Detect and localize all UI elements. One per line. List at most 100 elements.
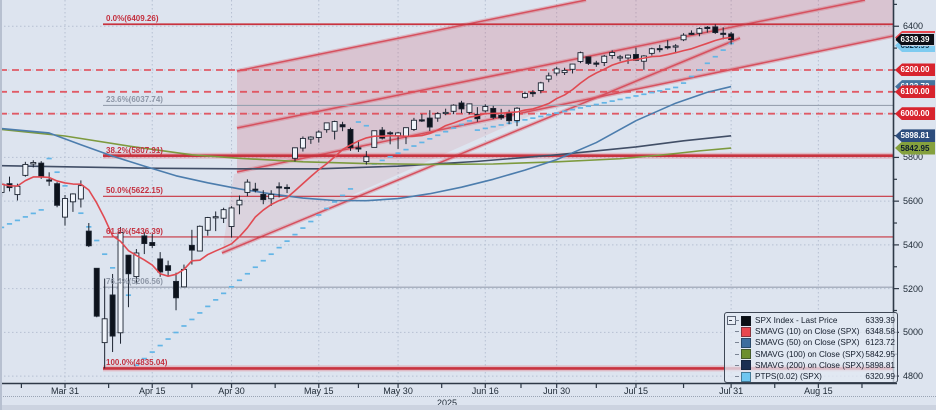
y-tick-label-5600: 5600: [903, 196, 924, 207]
candle-body: [46, 179, 53, 182]
candle-body: [38, 162, 45, 178]
candle-body: [196, 225, 203, 252]
candle-body: [141, 235, 148, 245]
candle-body: [85, 230, 92, 247]
candle-body: [403, 127, 409, 137]
y-tick-label-5400: 5400: [903, 239, 924, 250]
trend-channel-line: [236, 0, 866, 129]
legend-row-4[interactable]: SMAVG (200) on Close (SPX) 5898.81: [735, 360, 895, 371]
trend-channel-line: [236, 35, 894, 173]
candle-body: [506, 111, 513, 122]
sma50-line: [1, 85, 732, 202]
y-tick-label-5200: 5200: [903, 283, 924, 294]
price-badge-5898.81[interactable]: 5898.81: [895, 129, 935, 143]
candle-body: [93, 267, 100, 317]
candle-body: [244, 181, 251, 193]
candle-body: [323, 122, 330, 131]
legend-row-0[interactable]: SPX Index - Last Price 6339.39: [735, 315, 895, 326]
candle-body: [347, 128, 354, 149]
sma100-line: [1, 128, 732, 166]
legend-label: SMAVG (50) on Close (SPX): [755, 338, 860, 348]
candle-body: [204, 217, 211, 231]
candle-body: [355, 147, 362, 150]
legend-row-1[interactable]: SMAVG (10) on Close (SPX) 6348.58: [735, 326, 895, 337]
candle-body: [466, 103, 473, 113]
candle-body: [609, 52, 616, 56]
candle-body: [331, 121, 338, 132]
candle-body: [236, 199, 243, 206]
x-tick-label-7: Jul 15: [623, 386, 648, 396]
legend-swatch-icon: [741, 326, 751, 337]
x-tick-label-2: Apr 30: [218, 386, 245, 396]
candle-body: [315, 131, 322, 138]
candle-body: [458, 102, 465, 110]
x-tick-label-8: Jul 31: [719, 386, 744, 396]
candle-body: [363, 156, 370, 163]
legend-row-5[interactable]: PTPS(0.02) (SPX) 6320.99: [735, 371, 895, 382]
price-badge-6100.00[interactable]: 6100.00: [895, 85, 935, 99]
legend-value: 6339.39: [865, 316, 895, 326]
y-tick-label-5800: 5800: [903, 152, 924, 163]
candle-body: [601, 55, 608, 63]
candle-body: [371, 130, 378, 148]
candle-body: [672, 45, 679, 48]
candle-body: [284, 186, 290, 190]
candle-body: [149, 242, 156, 246]
legend-value: 6320.99: [865, 372, 895, 382]
candle-body: [181, 268, 187, 288]
legend-row-2[interactable]: SMAVG (50) on Close (SPX) 6123.72: [735, 337, 895, 348]
candle-body: [450, 104, 457, 112]
price-badge-6339.39[interactable]: 6339.39: [895, 32, 935, 46]
fib-label-2: 38.2%(5807.91): [106, 145, 163, 155]
candle-body: [514, 107, 520, 121]
fib-label-4: 61.8%(5436.39): [106, 226, 163, 236]
bottom-border-strip: [0, 405, 936, 410]
x-axis-year-label: 2025: [436, 398, 458, 408]
candle-body: [54, 183, 61, 206]
candle-body: [379, 129, 386, 139]
fib-label-3: 50.0%(5622.15): [106, 186, 163, 196]
price-badge-6000.00[interactable]: 6000.00: [895, 107, 935, 121]
trend-channel-outer-fill: [222, 110, 543, 253]
x-tick-label-6: Jun 30: [543, 386, 571, 396]
fib-label-0: 0.0%(6409.26): [106, 14, 159, 24]
candle-body: [260, 193, 267, 201]
candle-body: [292, 147, 298, 159]
candle-body: [307, 136, 314, 140]
legend-swatch-icon: [741, 315, 751, 326]
fib-label-1: 23.6%(6037.74): [106, 95, 163, 105]
candle-body: [69, 193, 76, 203]
candle-body: [712, 26, 719, 34]
candle-body: [173, 280, 179, 299]
legend-rows: SPX Index - Last Price 6339.39 SMAVG (10) …: [735, 315, 895, 382]
candle-body: [704, 26, 711, 29]
candle-body: [680, 34, 687, 41]
candle-body: [522, 93, 528, 98]
price-badge-5842.95[interactable]: 5842.95: [895, 141, 935, 155]
candle-body: [569, 63, 576, 70]
candle-body: [276, 186, 283, 189]
candle-body: [720, 32, 727, 35]
candle-body: [220, 209, 227, 219]
y-tick-label-6400: 6400: [903, 21, 924, 32]
price-badge-6200.00[interactable]: 6200.00: [895, 63, 935, 77]
candle-body: [387, 132, 394, 135]
legend-label: SMAVG (10) on Close (SPX): [755, 327, 860, 337]
candle-body: [268, 193, 275, 200]
candle-body: [212, 216, 219, 219]
candle-body: [545, 75, 552, 80]
candle-body: [561, 69, 568, 74]
candle-body: [30, 162, 37, 165]
legend-box[interactable]: SPX Index - Last Price 6339.39 SMAVG (10) …: [724, 312, 898, 383]
legend-row-3[interactable]: SMAVG (100) on Close (SPX) 5842.95: [735, 349, 895, 360]
trend-channel-line: [236, 0, 587, 72]
candle-body: [14, 185, 21, 196]
candle-body: [728, 33, 735, 41]
candle-body: [585, 56, 592, 64]
trend-channel-fill: [237, 0, 893, 172]
sma200-line: [1, 134, 732, 170]
candle-body: [648, 48, 655, 54]
candle-body: [617, 56, 624, 59]
x-axis-separator: [0, 396, 936, 397]
trend-channel-line: [221, 37, 741, 254]
